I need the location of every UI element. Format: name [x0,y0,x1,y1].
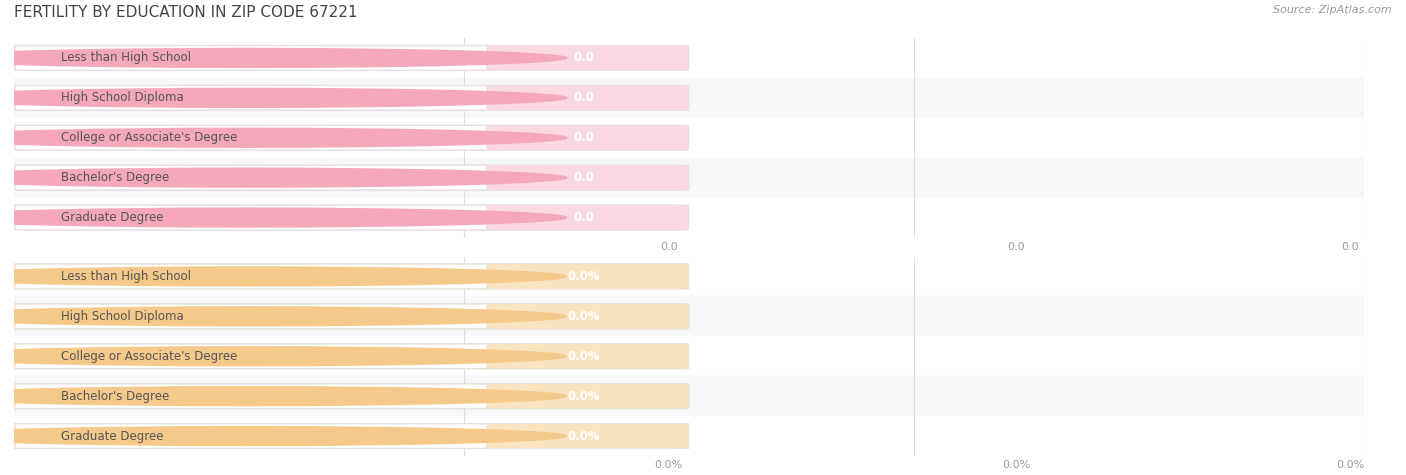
Text: 0.0%: 0.0% [568,429,600,443]
Text: 0.0: 0.0 [574,171,595,184]
Bar [14,336,1364,376]
Text: College or Associate's Degree: College or Associate's Degree [62,131,238,144]
Bar [14,198,1364,238]
Bar [14,256,1364,296]
Text: Graduate Degree: Graduate Degree [62,211,165,224]
FancyBboxPatch shape [7,383,689,409]
Circle shape [0,48,567,67]
Text: Source: ZipAtlas.com: Source: ZipAtlas.com [1274,5,1392,15]
FancyBboxPatch shape [7,264,689,289]
Text: 0.0%: 0.0% [568,270,600,283]
FancyBboxPatch shape [7,45,689,71]
Circle shape [0,427,567,446]
Bar [14,118,1364,158]
Text: 0.0: 0.0 [574,51,595,65]
Circle shape [0,267,567,286]
Text: 0.0: 0.0 [574,131,595,144]
Text: Bachelor's Degree: Bachelor's Degree [62,390,170,403]
Text: 0.0: 0.0 [574,91,595,104]
FancyBboxPatch shape [7,85,689,111]
Text: High School Diploma: High School Diploma [62,310,184,323]
Bar [14,78,1364,118]
Text: College or Associate's Degree: College or Associate's Degree [62,350,238,363]
FancyBboxPatch shape [15,424,486,448]
FancyBboxPatch shape [7,304,689,329]
FancyBboxPatch shape [7,205,689,230]
Bar [14,376,1364,416]
FancyBboxPatch shape [15,304,486,328]
Circle shape [0,208,567,227]
Text: Graduate Degree: Graduate Degree [62,429,165,443]
Circle shape [0,128,567,147]
FancyBboxPatch shape [7,165,689,190]
Bar [14,296,1364,336]
Text: 0.0%: 0.0% [568,310,600,323]
Text: FERTILITY BY EDUCATION IN ZIP CODE 67221: FERTILITY BY EDUCATION IN ZIP CODE 67221 [14,5,357,20]
FancyBboxPatch shape [15,265,486,288]
Circle shape [0,88,567,107]
FancyBboxPatch shape [7,423,689,449]
Circle shape [0,307,567,326]
Bar [14,38,1364,78]
Text: 0.0: 0.0 [574,211,595,224]
Bar [14,416,1364,456]
FancyBboxPatch shape [7,343,689,369]
FancyBboxPatch shape [15,344,486,368]
FancyBboxPatch shape [15,166,486,190]
Text: 0.0%: 0.0% [568,390,600,403]
FancyBboxPatch shape [15,206,486,229]
FancyBboxPatch shape [15,86,486,110]
FancyBboxPatch shape [7,125,689,151]
Text: High School Diploma: High School Diploma [62,91,184,104]
FancyBboxPatch shape [15,126,486,150]
Text: 0.0%: 0.0% [568,350,600,363]
Circle shape [0,168,567,187]
Circle shape [0,347,567,366]
FancyBboxPatch shape [15,384,486,408]
Circle shape [0,387,567,406]
FancyBboxPatch shape [15,46,486,70]
Text: Less than High School: Less than High School [62,270,191,283]
Text: Bachelor's Degree: Bachelor's Degree [62,171,170,184]
Bar [14,158,1364,198]
Text: Less than High School: Less than High School [62,51,191,65]
